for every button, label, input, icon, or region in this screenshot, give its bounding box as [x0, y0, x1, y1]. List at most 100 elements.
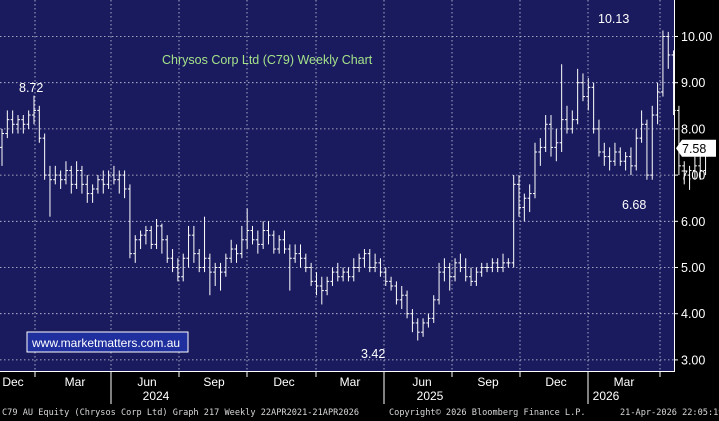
ohlc-bar	[63, 161, 68, 185]
x-month-label: Mar	[614, 375, 635, 389]
ohlc-bar	[239, 225, 244, 259]
ohlc-bar	[389, 276, 394, 291]
ohlc-bar	[111, 165, 116, 185]
ohlc-bar	[186, 225, 191, 268]
ohlc-bar	[650, 105, 655, 180]
ohlc-bar	[26, 110, 31, 129]
ohlc-bar	[117, 170, 122, 194]
ohlc-bar	[282, 230, 287, 254]
ohlc-bar	[234, 244, 239, 263]
ohlc-bar	[293, 244, 298, 263]
y-tick-label: 7.00	[681, 169, 705, 183]
ohlc-bar	[554, 128, 559, 162]
x-year-label: 2024	[143, 389, 170, 403]
ohlc-bar	[191, 225, 196, 263]
ohlc-bar	[373, 253, 378, 273]
ohlc-bar	[122, 170, 127, 199]
ohlc-bar	[687, 165, 692, 190]
ohlc-bar	[101, 170, 106, 194]
ohlc-bar	[586, 78, 591, 111]
annotation-high-2026: 10.13	[598, 12, 629, 26]
ohlc-bar	[15, 115, 20, 134]
ohlc-bar	[223, 253, 228, 277]
ohlc-bar	[85, 175, 90, 203]
ohlc-bar	[277, 235, 282, 254]
ohlc-bar	[149, 225, 154, 250]
ohlc-bar	[58, 170, 63, 189]
ohlc-bar	[485, 262, 490, 273]
ohlc-bar	[319, 276, 324, 305]
ohlc-bar	[431, 295, 436, 323]
ohlc-bar	[170, 249, 175, 273]
ohlc-bar	[202, 216, 207, 273]
ohlc-bar	[5, 110, 10, 139]
ohlc-bar	[53, 165, 58, 185]
x-month-label: Sep	[203, 375, 225, 389]
chart-canvas: 3.00 4.00 5.00 6.00 7.00 8.00 9.00 10.00 Dec Mar…	[0, 0, 719, 404]
ohlc-bar	[442, 258, 447, 282]
ohlc-bar	[469, 267, 474, 286]
ohlc-bar	[229, 239, 234, 263]
ohlc-bar	[207, 253, 212, 296]
x-month-label: Jun	[412, 375, 431, 389]
last-price-tag: 7.58	[676, 139, 716, 157]
ohlc-bar	[309, 262, 314, 286]
ohlc-bar	[517, 175, 522, 217]
x-axis: Dec Mar Jun Sep Dec Mar Jun Sep Dec Mar 2024 2025 20…	[0, 371, 675, 404]
ohlc-bar	[463, 258, 468, 282]
ohlc-bar	[261, 221, 266, 250]
ohlc-bar	[197, 249, 202, 273]
ohlc-bar	[538, 138, 543, 166]
chart-title: Chrysos Corp Ltd (C79) Weekly Chart	[162, 53, 373, 67]
y-tick-label: 4.00	[681, 307, 705, 321]
ohlc-bar	[271, 230, 276, 254]
ohlc-bar	[426, 313, 431, 328]
x-year-label: 2025	[417, 389, 444, 403]
ohlc-bar	[607, 147, 612, 171]
ohlc-bar	[42, 133, 47, 180]
ohlc-bar	[138, 230, 143, 250]
x-month-label: Mar	[65, 375, 86, 389]
ohlc-bar	[410, 309, 415, 333]
ohlc-bar	[602, 142, 607, 166]
ohlc-bar	[21, 115, 26, 134]
ohlc-bar	[447, 262, 452, 291]
ohlc-bar	[564, 105, 569, 134]
x-axis-panel	[0, 371, 719, 404]
footer-bar: C79 AU Equity (Chrysos Corp Ltd) Graph 2…	[0, 404, 719, 421]
watermark-box: www.marketmatters.com.au	[26, 331, 189, 353]
ohlc-bar	[383, 267, 388, 286]
ohlc-bar	[628, 147, 633, 176]
ohlc-bar	[266, 221, 271, 245]
ohlc-bar	[218, 262, 223, 291]
ohlc-bar	[639, 110, 644, 143]
ohlc-bar	[405, 290, 410, 319]
ohlc-bar	[250, 225, 255, 245]
ohlc-bar	[10, 110, 15, 134]
ohlc-bar	[580, 73, 585, 102]
ohlc-bar	[490, 258, 495, 273]
ohlc-bar	[612, 142, 617, 166]
ohlc-bar	[357, 253, 362, 273]
ohlc-bar	[335, 262, 340, 282]
ohlc-bar	[325, 276, 330, 296]
watermark-text: www.marketmatters.com.au	[31, 336, 180, 350]
ohlc-bar	[415, 318, 420, 341]
ohlc-bar	[692, 156, 697, 180]
x-month-label: Dec	[545, 375, 566, 389]
grid	[0, 0, 674, 371]
ohlc-bar	[133, 235, 138, 263]
x-month-label: Jun	[137, 375, 156, 389]
ohlc-bar	[213, 262, 218, 286]
ohlc-bar	[543, 115, 548, 152]
ohlc-bar	[533, 142, 537, 199]
ohlc-bar	[74, 161, 79, 189]
ohlc-bar	[0, 128, 4, 166]
ohlc-bar	[330, 267, 335, 286]
footer-copyright: Copyright© 2026 Bloomberg Finance L.P.	[389, 408, 586, 418]
ohlc-bar	[570, 110, 575, 134]
x-month-label: Sep	[477, 375, 499, 389]
ohlc-bar	[351, 258, 356, 282]
y-tick-label: 6.00	[681, 215, 705, 229]
